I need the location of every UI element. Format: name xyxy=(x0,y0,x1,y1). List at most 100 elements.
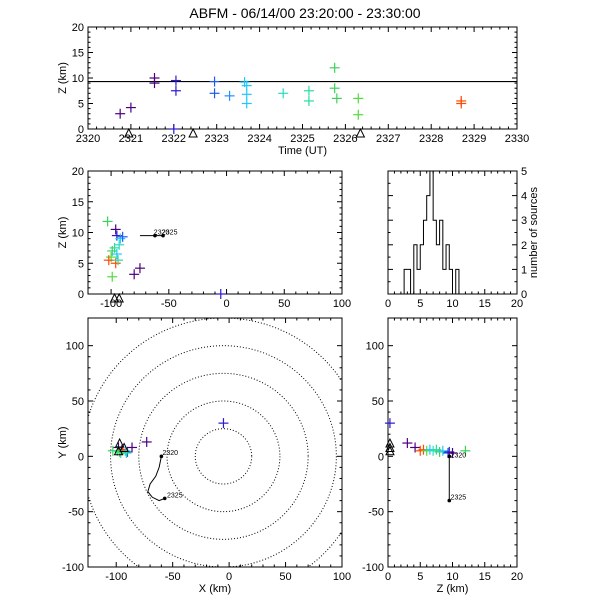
x-z-xtick-label: 50 xyxy=(278,298,290,310)
plan-view-ytick-label: -100 xyxy=(62,562,84,574)
station-marker xyxy=(188,127,198,138)
source-point xyxy=(115,233,126,244)
histogram-xtick-label: 20 xyxy=(511,298,523,310)
figure-title: ABFM - 06/14/00 23:20:00 - 23:30:00 xyxy=(189,5,420,21)
source-point xyxy=(127,442,138,453)
source-point xyxy=(141,436,152,447)
x-z-ytick-label: 0 xyxy=(78,289,84,301)
source-point xyxy=(117,231,128,242)
track-label-end: 2325 xyxy=(162,230,178,237)
histogram-ytick-label: 0 xyxy=(521,289,527,301)
source-point xyxy=(402,438,413,449)
histogram-ytick-label: 2 xyxy=(521,240,527,252)
source-point xyxy=(111,249,122,260)
track-start-dot xyxy=(447,454,452,459)
plan-view-frame xyxy=(87,317,343,568)
station-marker xyxy=(119,442,129,452)
track-end-dot xyxy=(162,496,167,501)
x-z-xtick-label: 0 xyxy=(223,298,229,310)
station-marker xyxy=(385,445,395,456)
time-height-xtick-label: 2329 xyxy=(462,133,486,145)
source-point xyxy=(110,224,121,235)
source-point xyxy=(224,90,235,101)
histogram-ytick-label: 1 xyxy=(521,264,527,276)
source-point xyxy=(460,445,471,456)
track-end-dot xyxy=(447,498,452,503)
plan-view-ylabel: Y (km) xyxy=(57,426,69,458)
time-height-xtick-label: 2323 xyxy=(204,133,228,145)
z-y-ytick-label: 50 xyxy=(372,396,384,408)
source-point xyxy=(115,108,126,119)
histogram-ylabel: number of sources xyxy=(528,186,540,278)
source-point xyxy=(437,445,448,456)
source-point xyxy=(456,98,467,109)
source-point xyxy=(241,98,252,109)
time-height-ytick-label: 5 xyxy=(78,99,84,111)
histogram-xtick-label: 15 xyxy=(479,298,491,310)
source-point xyxy=(129,269,140,280)
plan-view-xtick-label: 0 xyxy=(226,571,232,583)
range-ring xyxy=(110,345,337,567)
source-point xyxy=(107,271,118,282)
track-label-end: 2325 xyxy=(451,494,467,501)
range-ring xyxy=(194,428,253,485)
source-point xyxy=(218,418,229,429)
plan-view-ytick-label: 0 xyxy=(78,451,84,463)
source-point xyxy=(103,255,114,266)
histogram-xtick-label: 0 xyxy=(385,298,391,310)
plan-view-xtick-label: -50 xyxy=(165,571,181,583)
z-y-ytick-label: 0 xyxy=(378,451,384,463)
station-marker xyxy=(114,292,124,303)
source-point xyxy=(209,88,220,99)
source-point xyxy=(303,85,314,96)
source-point xyxy=(170,75,181,86)
source-point xyxy=(447,448,458,459)
plan-view-xlabel: X (km) xyxy=(199,583,231,595)
source-point xyxy=(149,78,160,89)
histogram-xtick-label: 10 xyxy=(446,298,458,310)
z-y-xtick-label: 5 xyxy=(417,571,423,583)
source-point xyxy=(303,95,314,106)
source-point xyxy=(353,93,364,104)
plan-view-ytick-label: 50 xyxy=(72,396,84,408)
station-marker xyxy=(355,127,366,138)
x-z-xtick-label: -100 xyxy=(100,298,122,310)
z-y-ytick-label: -100 xyxy=(362,562,384,574)
z-y-xtick-label: 10 xyxy=(446,571,458,583)
track-start-dot xyxy=(153,233,157,238)
range-ring xyxy=(88,318,342,567)
source-point xyxy=(215,289,226,299)
x-z-xtick-label: 100 xyxy=(333,298,351,310)
time-height-ytick-label: 10 xyxy=(72,73,84,85)
time-height-xtick-label: 2326 xyxy=(333,133,357,145)
track-label-start: 2320 xyxy=(163,450,179,457)
source-point xyxy=(331,93,342,104)
track-label-start: 2320 xyxy=(451,452,467,459)
time-height-xlabel: Time (UT) xyxy=(278,145,327,157)
source-point xyxy=(329,83,340,94)
range-rings xyxy=(88,318,342,567)
x-z-xtick-label: -50 xyxy=(161,298,177,310)
station-marker xyxy=(385,442,395,452)
time-height-ylabel: Z (km) xyxy=(57,62,69,94)
station-marker xyxy=(113,445,124,456)
plan-view-ytick-label: -50 xyxy=(68,507,84,519)
plan-view-xtick-label: 100 xyxy=(333,571,351,583)
time-height-xtick-label: 2321 xyxy=(119,133,143,145)
source-point xyxy=(125,102,136,113)
z-y-ytick-label: 100 xyxy=(366,341,384,353)
station-marker xyxy=(109,292,120,303)
station-marker xyxy=(123,127,134,138)
source-point xyxy=(353,109,364,120)
plan-view-xtick-label: 50 xyxy=(279,571,291,583)
x-z-frame xyxy=(87,170,343,295)
histogram-ytick-label: 3 xyxy=(521,215,527,227)
source-point xyxy=(121,448,132,459)
z-y-xtick-label: 20 xyxy=(511,571,523,583)
track-label-end: 2325 xyxy=(167,492,183,499)
track-label-start: 2320 xyxy=(154,230,170,237)
time-height-xtick-label: 2324 xyxy=(247,133,271,145)
histogram-ytick-label: 4 xyxy=(521,191,527,203)
